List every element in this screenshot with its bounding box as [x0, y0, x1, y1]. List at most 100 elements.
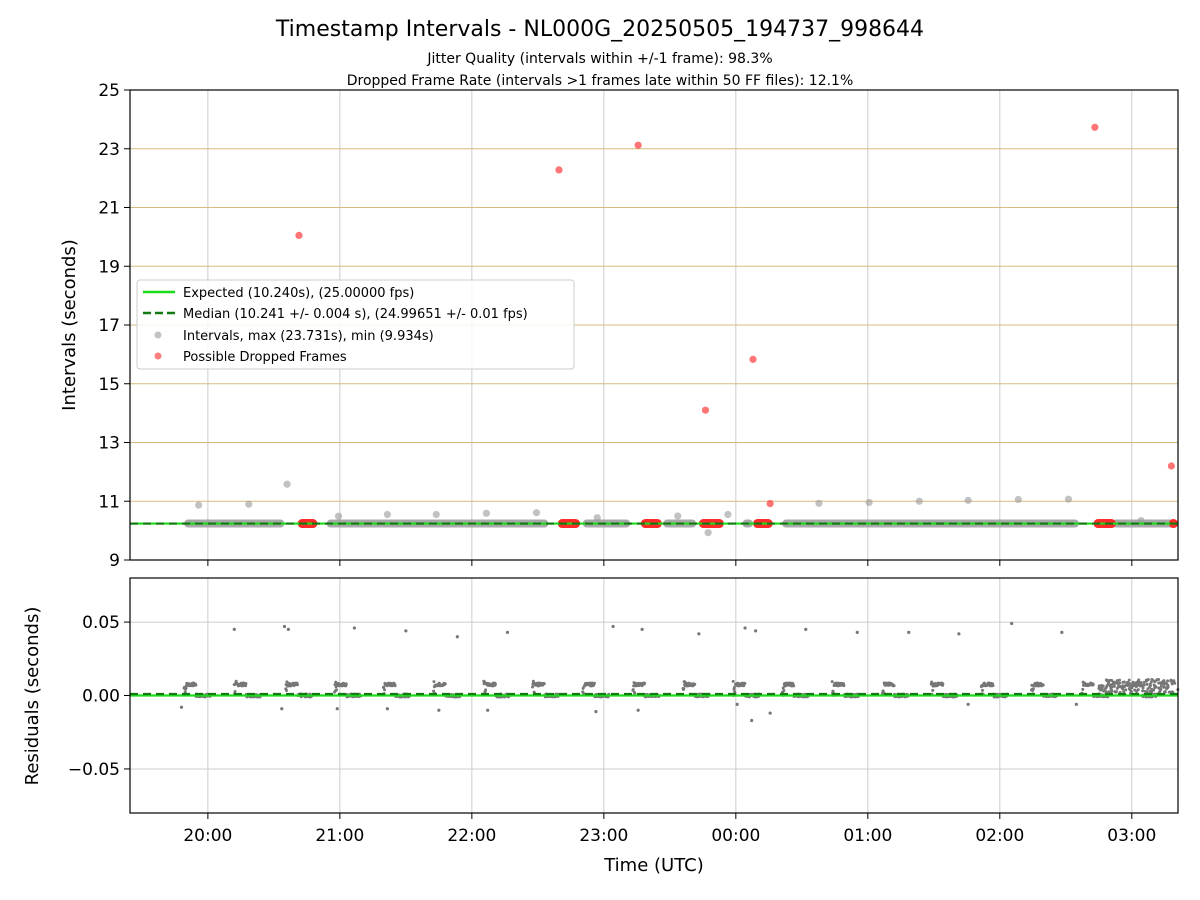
- residual-point: [640, 627, 644, 632]
- residual-point: [1081, 687, 1085, 691]
- residual-point: [1107, 683, 1111, 687]
- residual-point: [743, 626, 747, 630]
- residual-point: [631, 688, 635, 692]
- dropped-frame-point: [295, 231, 303, 240]
- y-tick-label: 0.00: [82, 687, 120, 707]
- residual-point: [1160, 681, 1164, 685]
- residual-point: [697, 632, 701, 636]
- residual-point: [1115, 686, 1119, 690]
- residual-point: [966, 702, 970, 706]
- residual-point: [1145, 682, 1149, 686]
- dropped-frame-point: [555, 166, 563, 174]
- residual-point: [1167, 690, 1171, 694]
- residual-point: [855, 630, 859, 634]
- residual-point: [285, 689, 289, 693]
- legend-expected-label: Expected (10.240s), (25.00000 fps): [183, 286, 414, 301]
- residual-point: [643, 681, 647, 685]
- residual-point: [743, 682, 747, 686]
- legend: Expected (10.240s), (25.00000 fps) Media…: [136, 279, 575, 370]
- interval-point: [815, 499, 823, 507]
- residual-point: [1166, 679, 1170, 683]
- residual-point: [335, 707, 339, 711]
- residual-point: [531, 685, 535, 689]
- interval-point: [532, 509, 541, 517]
- residual-point: [233, 690, 237, 694]
- residual-point: [232, 627, 236, 632]
- residual-point: [183, 690, 187, 694]
- y-tick-label: 15: [98, 375, 120, 395]
- interval-point: [674, 512, 682, 520]
- residual-point: [1113, 681, 1117, 685]
- y-tick-label: 11: [98, 492, 120, 512]
- x-tick-label: 21:00: [315, 826, 364, 846]
- interval-point: [334, 512, 343, 520]
- residual-point: [334, 688, 338, 692]
- residual-point: [1127, 678, 1131, 682]
- dropped-frame-point: [1167, 462, 1176, 470]
- residual-point: [781, 686, 785, 690]
- residual-point: [1118, 681, 1122, 685]
- intervals-panel: 9 11 13 15 17 19 21 23 25 Intervals (seconds) Ex…: [59, 81, 1179, 571]
- residual-point: [1074, 702, 1078, 706]
- y-tick-label: −0.05: [68, 760, 120, 780]
- residual-point: [792, 684, 796, 688]
- residual-point: [437, 708, 441, 712]
- x-axis-label: Time (UTC): [603, 855, 704, 876]
- residual-point: [1150, 687, 1154, 691]
- residual-point: [682, 687, 686, 691]
- residual-point: [1172, 679, 1176, 683]
- residual-point: [382, 685, 386, 689]
- residual-point: [244, 682, 248, 686]
- residual-point: [1153, 680, 1157, 684]
- residual-point: [1121, 687, 1125, 691]
- residual-point: [1150, 690, 1154, 694]
- residual-point: [1131, 680, 1135, 684]
- residual-point: [1158, 686, 1162, 690]
- residual-point: [1122, 680, 1126, 684]
- residual-point: [1163, 690, 1167, 694]
- residual-point: [1162, 685, 1166, 689]
- residual-point: [385, 707, 389, 711]
- residual-point: [693, 682, 697, 686]
- y-tick-label: 19: [98, 257, 120, 277]
- residual-point: [1091, 683, 1095, 687]
- x-tick-label: 03:00: [1107, 826, 1156, 846]
- y-tick-label: 25: [98, 81, 120, 101]
- residual-point: [404, 629, 408, 633]
- residual-point: [455, 635, 459, 639]
- y-tick-label: 0.05: [82, 613, 120, 633]
- residual-point: [1170, 682, 1174, 686]
- residual-point: [443, 682, 447, 686]
- residual-point: [1154, 685, 1158, 689]
- residual-point: [1121, 684, 1125, 688]
- residual-point: [892, 684, 896, 688]
- residual-point: [1133, 688, 1137, 692]
- residuals-reference-lines: [130, 692, 1178, 697]
- residual-point: [957, 632, 961, 636]
- residual-point: [581, 686, 585, 690]
- residual-point: [611, 624, 615, 629]
- residual-point: [1148, 682, 1152, 686]
- chart-title: Timestamp Intervals - NL000G_20250505_19…: [275, 17, 924, 42]
- interval-point: [245, 500, 253, 508]
- interval-point: [195, 501, 203, 509]
- interval-point: [432, 510, 440, 519]
- legend-dropped-label: Possible Dropped Frames: [183, 350, 347, 365]
- legend-intervals-label: Intervals, max (23.731s), min (9.934s): [183, 329, 434, 344]
- residual-point: [383, 688, 387, 692]
- residual-point: [1129, 690, 1133, 694]
- residual-point: [493, 682, 497, 686]
- residual-point: [1103, 687, 1107, 691]
- residual-point: [295, 683, 299, 687]
- y-tick-label: 17: [98, 316, 120, 336]
- residual-point: [1102, 689, 1106, 693]
- residual-point: [1141, 689, 1145, 693]
- residual-point: [1097, 684, 1101, 688]
- residuals-panel: 20:00 21:00 22:00 23:00 00:00 01:00 02:00 03:00…: [22, 577, 1180, 876]
- residual-point: [1141, 686, 1145, 690]
- residual-point: [750, 718, 754, 723]
- residual-point: [1109, 687, 1113, 691]
- residual-point: [941, 682, 945, 686]
- residual-point: [1115, 679, 1119, 683]
